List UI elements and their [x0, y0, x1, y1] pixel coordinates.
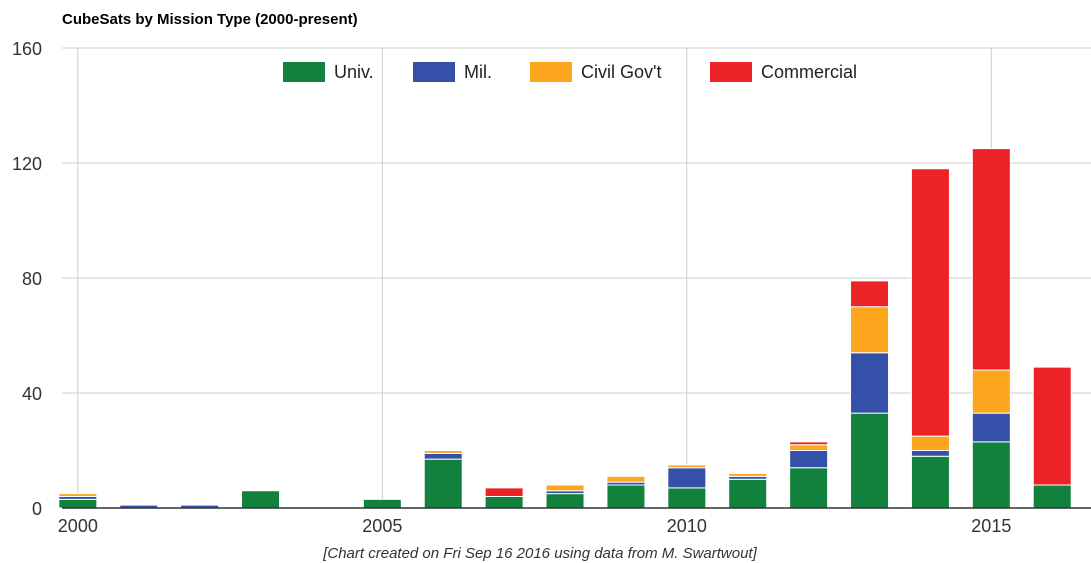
bar-segment [423, 452, 463, 460]
bar-segment [910, 455, 950, 509]
y-tick-label: 120 [12, 154, 42, 174]
bar-segment [789, 441, 829, 446]
x-tick-label: 2010 [667, 516, 707, 536]
bar-segment [667, 487, 707, 509]
bar-segment [606, 484, 646, 509]
legend-swatch [413, 62, 455, 82]
bar-segment [850, 352, 890, 414]
legend-swatch [710, 62, 752, 82]
bar-segment [606, 475, 646, 483]
bar-segment [484, 496, 524, 509]
legend-entry: Civil Gov't [530, 62, 661, 82]
bar-segment [1032, 366, 1072, 486]
legend: Univ. Mil. Civil Gov't Commercial [283, 62, 857, 82]
bar-segment [910, 168, 950, 437]
legend-swatch [530, 62, 572, 82]
bar-segment [910, 450, 950, 457]
bar-segment [545, 484, 585, 492]
legend-label: Civil Gov't [581, 62, 661, 82]
legend-label: Commercial [761, 62, 857, 82]
bar-segment [850, 280, 890, 308]
x-tick-label: 2015 [971, 516, 1011, 536]
bar-segment [362, 498, 402, 509]
bar-segment [58, 498, 98, 509]
bar-segment [971, 441, 1011, 509]
bar-segment [423, 450, 463, 454]
bar-segment [728, 478, 768, 509]
bar-segment [484, 487, 524, 497]
bar-segment [728, 473, 768, 477]
bar-segment [667, 464, 707, 469]
legend-entry: Mil. [413, 62, 492, 82]
legend-swatch [283, 62, 325, 82]
legend-entry: Univ. [283, 62, 374, 82]
bar-segment [910, 435, 950, 451]
bar-segment [1032, 484, 1072, 509]
y-tick-label: 40 [22, 384, 42, 404]
bar-segment [241, 490, 281, 509]
bar-segment [58, 493, 98, 497]
bar-segment [423, 458, 463, 509]
bar-segment [850, 306, 890, 354]
bar-segment [971, 412, 1011, 443]
bar-segment [789, 450, 829, 469]
bar-segment [971, 148, 1011, 371]
legend-label: Mil. [464, 62, 492, 82]
bar-segment [850, 412, 890, 509]
bars [58, 148, 1072, 509]
bar-segment [545, 493, 585, 509]
legend-label: Univ. [334, 62, 374, 82]
chart-footnote: [Chart created on Fri Sep 16 2016 using … [322, 545, 757, 562]
x-tick-label: 2000 [58, 516, 98, 536]
y-tick-label: 160 [12, 39, 42, 59]
axes: 0 40 80 120 160 2000 2005 2010 2015 [12, 39, 1091, 536]
x-tick-label: 2005 [362, 516, 402, 536]
y-tick-label: 80 [22, 269, 42, 289]
bar-segment [789, 467, 829, 509]
y-tick-label: 0 [32, 499, 42, 519]
chart-title: CubeSats by Mission Type (2000-present) [62, 11, 358, 28]
bar-segment [789, 444, 829, 451]
bar-segment [971, 369, 1011, 414]
legend-entry: Commercial [710, 62, 857, 82]
bar-segment [667, 467, 707, 489]
